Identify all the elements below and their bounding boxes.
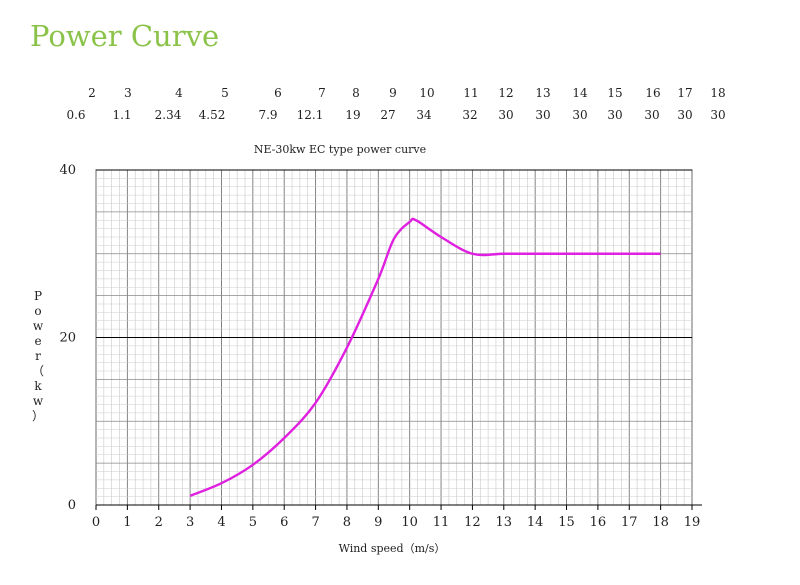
page-heading: Power Curve bbox=[30, 19, 220, 53]
x-tick-label: 7 bbox=[311, 515, 319, 530]
table-power: 12.1 bbox=[297, 108, 324, 122]
table-speed: 4 bbox=[175, 86, 183, 100]
x-axis-label: Wind speed（m/s） bbox=[339, 542, 446, 555]
table-power: 4.52 bbox=[199, 108, 226, 122]
y-axis-label-char: w bbox=[33, 394, 44, 408]
table-speed: 6 bbox=[274, 86, 282, 100]
y-axis-label-char: w bbox=[33, 319, 44, 333]
y-axis-label-char: o bbox=[34, 304, 41, 318]
x-tick-label: 10 bbox=[401, 515, 418, 530]
x-tick-label: 2 bbox=[155, 515, 163, 530]
table-power: 30 bbox=[677, 108, 692, 122]
x-tick-label: 14 bbox=[527, 515, 544, 530]
table-speed: 8 bbox=[352, 86, 360, 100]
table-speed: 13 bbox=[535, 86, 550, 100]
table-speed: 18 bbox=[710, 86, 725, 100]
table-power: 19 bbox=[345, 108, 360, 122]
power-table: 2 3 4 5 6 7 8 9 10 11 12 13 14 15 16 17 180.6 1.1 2.34 4.52… bbox=[66, 86, 725, 122]
y-tick-label: 40 bbox=[59, 163, 76, 178]
x-tick-label: 16 bbox=[590, 515, 607, 530]
x-tick-label: 12 bbox=[464, 515, 481, 530]
x-tick-label: 5 bbox=[249, 515, 257, 530]
table-speed: 17 bbox=[677, 86, 692, 100]
table-speed: 12 bbox=[498, 86, 513, 100]
table-speed: 16 bbox=[645, 86, 660, 100]
table-power: 2.34 bbox=[155, 108, 182, 122]
grid bbox=[95, 169, 693, 506]
y-axis-label-char: e bbox=[34, 334, 41, 348]
x-tick-label: 13 bbox=[496, 515, 513, 530]
y-axis-label-char: k bbox=[34, 379, 42, 393]
x-tick-label: 17 bbox=[621, 515, 638, 530]
x-tick-label: 11 bbox=[433, 515, 450, 530]
x-tick-label: 9 bbox=[374, 515, 382, 530]
y-tick-label: 0 bbox=[68, 498, 76, 513]
table-power: 30 bbox=[535, 108, 550, 122]
table-speed: 5 bbox=[221, 86, 229, 100]
table-power: 30 bbox=[644, 108, 659, 122]
x-tick-label: 15 bbox=[558, 515, 575, 530]
y-axis-label-char: r bbox=[35, 349, 41, 363]
chart-title: NE-30kw EC type power curve bbox=[254, 143, 426, 156]
table-power: 0.6 bbox=[66, 108, 85, 122]
x-tick-label: 3 bbox=[186, 515, 194, 530]
y-axis-label-char: ） bbox=[32, 409, 44, 423]
table-speed: 15 bbox=[607, 86, 622, 100]
table-speed: 7 bbox=[318, 86, 326, 100]
table-power: 30 bbox=[607, 108, 622, 122]
y-tick-label: 20 bbox=[59, 331, 76, 346]
x-tick-label: 0 bbox=[92, 515, 100, 530]
table-speed: 3 bbox=[124, 86, 132, 100]
y-axis-label-char: P bbox=[34, 289, 42, 303]
table-power: 7.9 bbox=[258, 108, 277, 122]
table-power: 32 bbox=[462, 108, 477, 122]
x-tick-label: 1 bbox=[123, 515, 131, 530]
table-power: 27 bbox=[380, 108, 395, 122]
x-tick-label: 6 bbox=[280, 515, 288, 530]
table-speed: 10 bbox=[419, 86, 434, 100]
table-power: 1.1 bbox=[112, 108, 131, 122]
series bbox=[189, 217, 661, 497]
x-tick-label: 8 bbox=[343, 515, 351, 530]
table-power: 30 bbox=[498, 108, 513, 122]
y-axis-label: Power（kw） bbox=[32, 289, 44, 423]
table-power: 30 bbox=[710, 108, 725, 122]
y-axis-label-char: （ bbox=[32, 364, 44, 378]
x-tick-label: 4 bbox=[217, 515, 225, 530]
table-power: 34 bbox=[416, 108, 432, 122]
x-tick-label: 18 bbox=[652, 515, 669, 530]
table-speed: 14 bbox=[572, 86, 588, 100]
power-curve-line bbox=[189, 217, 661, 497]
table-speed: 11 bbox=[463, 86, 478, 100]
table-power: 30 bbox=[572, 108, 587, 122]
table-speed: 2 bbox=[88, 86, 96, 100]
table-speed: 9 bbox=[389, 86, 397, 100]
x-tick-label: 19 bbox=[684, 515, 701, 530]
